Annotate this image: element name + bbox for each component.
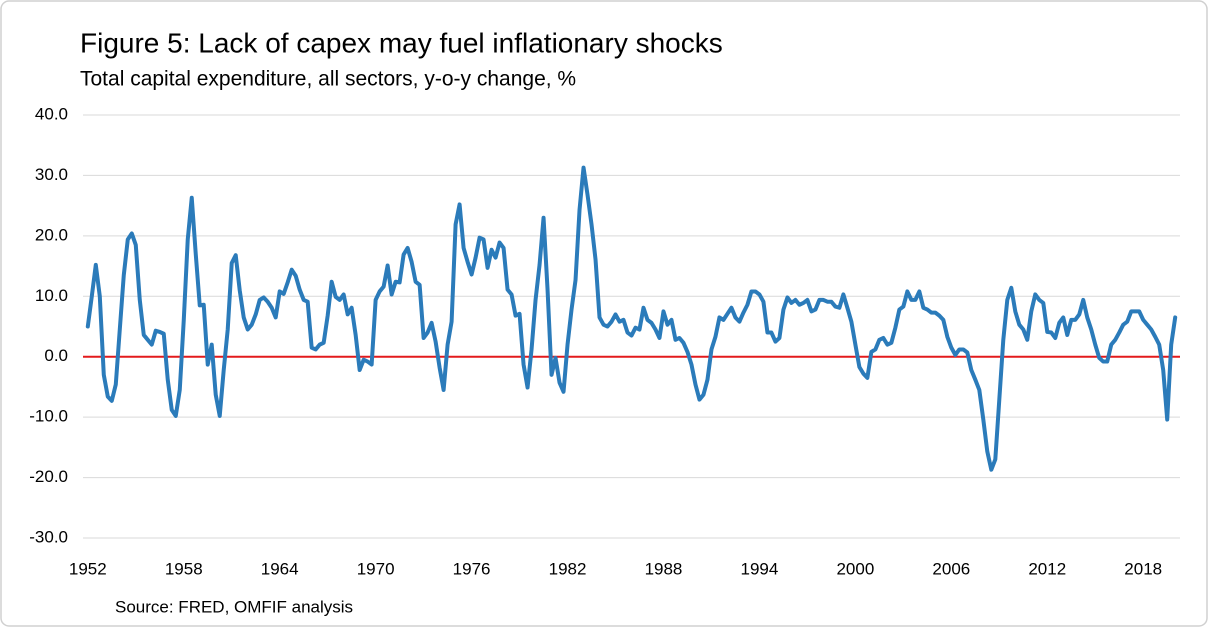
x-tick-label: 1958 — [165, 559, 203, 578]
x-tick-label: 1976 — [453, 559, 491, 578]
x-tick-label: 1994 — [741, 559, 779, 578]
x-tick-label: 1970 — [357, 559, 395, 578]
y-tick-label: 30.0 — [35, 165, 68, 184]
y-tick-label: 0.0 — [44, 346, 68, 365]
x-tick-label: 1982 — [549, 559, 587, 578]
y-tick-label: -30.0 — [29, 527, 68, 546]
source-note: Source: FRED, OMFIF analysis — [115, 597, 353, 616]
x-tick-label: 2018 — [1124, 559, 1162, 578]
data-line — [85, 165, 1178, 472]
y-tick-label: 40.0 — [35, 104, 68, 123]
x-tick-label: 1964 — [261, 559, 299, 578]
y-tick-label: -10.0 — [29, 407, 68, 426]
y-tick-label: 20.0 — [35, 225, 68, 244]
y-tick-label: 10.0 — [35, 286, 68, 305]
y-tick-label: -20.0 — [29, 467, 68, 486]
chart-subtitle: Total capital expenditure, all sectors, … — [80, 68, 576, 91]
x-tick-label: 2000 — [836, 559, 874, 578]
chart-title: Figure 5: Lack of capex may fuel inflati… — [80, 27, 723, 58]
x-tick-label: 2012 — [1028, 559, 1066, 578]
x-tick-label: 1952 — [69, 559, 107, 578]
x-tick-label: 2006 — [932, 559, 970, 578]
x-tick-label: 1988 — [645, 559, 683, 578]
